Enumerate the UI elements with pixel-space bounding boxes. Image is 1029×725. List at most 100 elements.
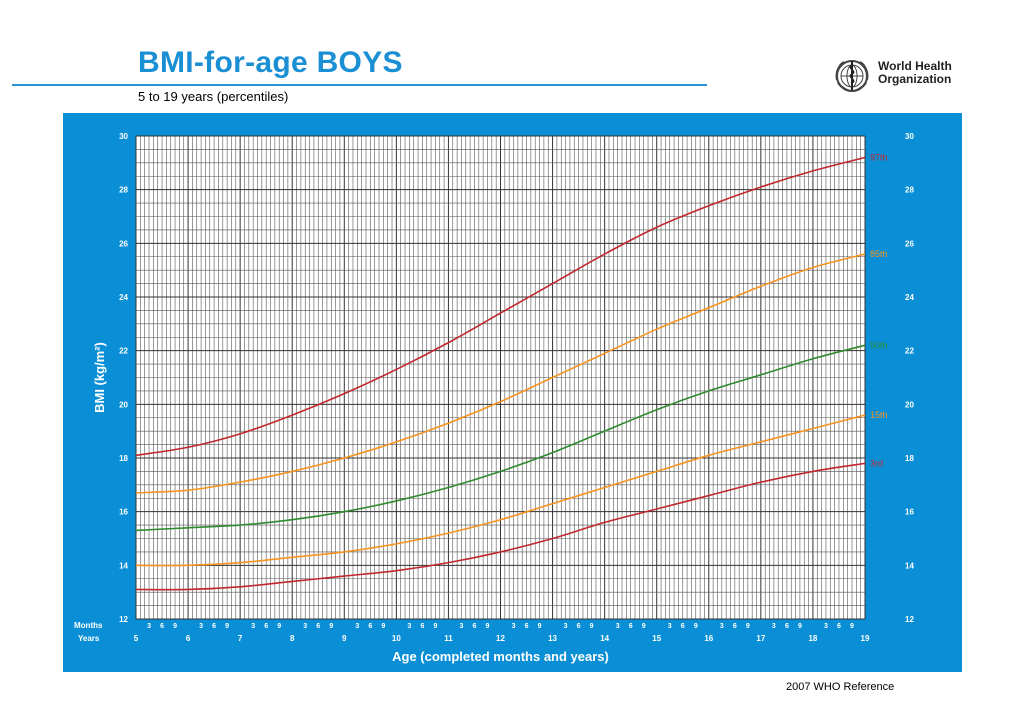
x-year-tick-label: 18 (808, 634, 817, 643)
y-tick-label-left: 18 (119, 454, 128, 463)
x-month-tick-label: 3 (459, 623, 463, 630)
x-month-tick-label: 9 (642, 623, 646, 630)
y-tick-label-left: 26 (119, 239, 128, 248)
y-tick-label-left: 24 (119, 293, 128, 302)
y-tick-label-left: 20 (119, 400, 128, 409)
x-year-tick-label: 17 (756, 634, 765, 643)
x-month-tick-label: 6 (681, 623, 685, 630)
y-tick-label-left: 12 (119, 615, 128, 624)
y-tick-label-left: 14 (119, 561, 128, 570)
x-month-tick-label: 3 (512, 623, 516, 630)
percentile-line-97th (135, 156, 866, 457)
x-month-tick-label: 3 (824, 623, 828, 630)
percentile-label-3rd: 3rd (870, 458, 883, 468)
x-year-tick-label: 11 (444, 634, 453, 643)
y-tick-label-right: 18 (905, 454, 914, 463)
x-month-tick-label: 6 (316, 623, 320, 630)
y-axis-title: BMI (kg/m²) (92, 342, 107, 413)
x-month-tick-label: 9 (277, 623, 281, 630)
x-month-tick-label: 6 (629, 623, 633, 630)
x-month-tick-label: 6 (577, 623, 581, 630)
x-year-tick-label: 6 (186, 634, 191, 643)
x-month-tick-label: 9 (746, 623, 750, 630)
x-year-tick-label: 7 (238, 634, 243, 643)
x-axis-title: Age (completed months and years) (392, 649, 609, 664)
y-tick-label-right: 16 (905, 508, 914, 517)
x-row-label-months: Months (74, 621, 103, 630)
x-month-tick-label: 6 (160, 623, 164, 630)
percentile-line-50th (135, 344, 866, 532)
x-month-tick-label: 3 (720, 623, 724, 630)
percentile-label-15th: 15th (870, 410, 888, 420)
x-month-tick-label: 9 (225, 623, 229, 630)
x-month-tick-label: 3 (355, 623, 359, 630)
chart-subtitle: 5 to 19 years (percentiles) (138, 89, 289, 104)
percentile-label-50th: 50th (870, 340, 888, 350)
x-year-tick-label: 15 (652, 634, 661, 643)
y-tick-label-right: 12 (905, 615, 914, 624)
x-month-tick-label: 9 (329, 623, 333, 630)
y-tick-label-right: 30 (905, 132, 914, 141)
percentile-label-97th: 97th (870, 152, 888, 162)
x-month-tick-label: 3 (199, 623, 203, 630)
x-month-tick-label: 9 (486, 623, 490, 630)
y-tick-label-right: 26 (905, 239, 914, 248)
x-month-tick-label: 3 (668, 623, 672, 630)
x-month-tick-label: 9 (433, 623, 437, 630)
x-month-tick-label: 3 (147, 623, 151, 630)
x-month-tick-label: 6 (525, 623, 529, 630)
x-year-tick-label: 8 (290, 634, 295, 643)
x-year-tick-label: 14 (600, 634, 609, 643)
x-month-tick-label: 6 (420, 623, 424, 630)
x-month-tick-label: 9 (381, 623, 385, 630)
x-month-tick-label: 6 (733, 623, 737, 630)
x-month-tick-label: 9 (590, 623, 594, 630)
percentile-line-15th (135, 414, 866, 567)
x-month-tick-label: 6 (264, 623, 268, 630)
who-emblem-icon (835, 60, 869, 93)
y-tick-label-left: 16 (119, 508, 128, 517)
y-tick-label-right: 20 (905, 400, 914, 409)
x-month-tick-label: 3 (616, 623, 620, 630)
organization-name: World Health Organization (878, 60, 952, 86)
x-month-tick-label: 6 (837, 623, 841, 630)
y-tick-label-left: 22 (119, 347, 128, 356)
org-line-2: Organization (878, 72, 952, 86)
org-line-1: World Health (878, 59, 952, 73)
x-month-tick-label: 9 (694, 623, 698, 630)
x-month-tick-label: 3 (407, 623, 411, 630)
y-tick-label-right: 14 (905, 561, 914, 570)
x-row-label-years: Years (78, 634, 100, 643)
chart-title: BMI-for-age BOYS (138, 46, 403, 79)
y-tick-label-right: 24 (905, 293, 914, 302)
x-month-tick-label: 3 (564, 623, 568, 630)
reference-note: 2007 WHO Reference (786, 681, 895, 693)
x-month-tick-label: 3 (251, 623, 255, 630)
x-month-tick-label: 3 (772, 623, 776, 630)
y-tick-label-right: 28 (905, 186, 914, 195)
x-year-tick-label: 9 (342, 634, 347, 643)
x-month-tick-label: 6 (368, 623, 372, 630)
x-month-tick-label: 9 (798, 623, 802, 630)
x-year-tick-label: 12 (496, 634, 505, 643)
title-rule (12, 84, 707, 86)
x-month-tick-label: 9 (850, 623, 854, 630)
x-month-tick-label: 3 (303, 623, 307, 630)
y-tick-label-left: 30 (119, 132, 128, 141)
percentile-line-3rd (135, 462, 866, 591)
y-tick-label-right: 22 (905, 347, 914, 356)
x-month-tick-label: 6 (212, 623, 216, 630)
x-month-tick-label: 6 (785, 623, 789, 630)
percentile-line-85th (135, 253, 866, 494)
x-year-tick-label: 16 (704, 634, 713, 643)
y-tick-label-left: 28 (119, 186, 128, 195)
x-year-tick-label: 19 (861, 634, 870, 643)
percentile-label-85th: 85th (870, 249, 888, 259)
x-year-tick-label: 5 (134, 634, 139, 643)
x-year-tick-label: 13 (548, 634, 557, 643)
x-year-tick-label: 10 (392, 634, 401, 643)
x-month-tick-label: 9 (538, 623, 542, 630)
x-month-tick-label: 6 (473, 623, 477, 630)
x-month-tick-label: 9 (173, 623, 177, 630)
